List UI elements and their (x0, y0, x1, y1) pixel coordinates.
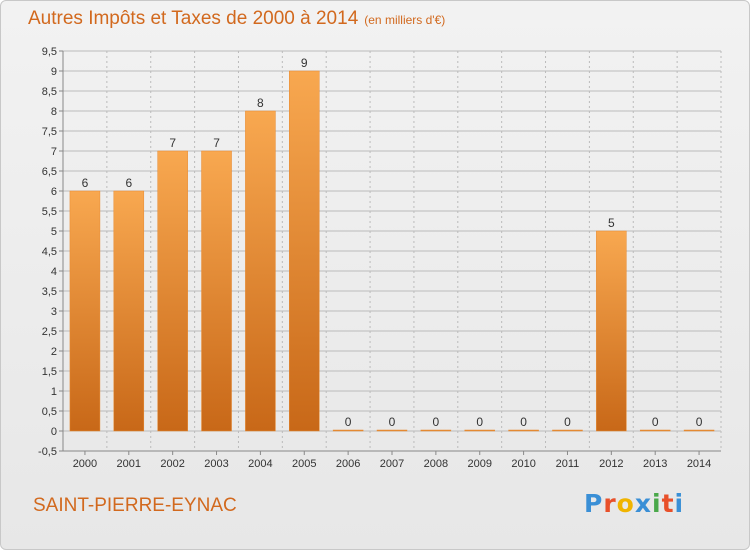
bar-2005 (289, 70, 320, 432)
data-label-2014: 0 (696, 415, 703, 429)
bar-2007 (376, 429, 408, 432)
logo-letter: t (661, 489, 675, 518)
y-tick-label: 4 (51, 266, 57, 278)
x-tick-label-2010: 2010 (511, 458, 535, 470)
bar-2008 (420, 429, 452, 432)
bar-2004 (245, 110, 276, 432)
y-tick-label: 0,5 (42, 406, 57, 418)
bar-2010 (508, 429, 539, 432)
bar-2012 (596, 230, 627, 432)
y-tick-label: -0,5 (38, 446, 57, 458)
x-tick-label-2004: 2004 (248, 458, 272, 470)
y-tick-label: 7 (51, 146, 57, 158)
bar-2013 (639, 429, 671, 432)
y-tick-label: 7,5 (42, 126, 57, 138)
x-tick-label-2002: 2002 (160, 458, 184, 470)
logo-letter: o (616, 489, 635, 518)
logo-letter: i (652, 489, 662, 518)
y-tick-label: 9,5 (42, 46, 57, 58)
y-tick-label: 2,5 (42, 326, 57, 338)
bar-2003 (201, 150, 232, 432)
y-tick-label: 3,5 (42, 286, 57, 298)
chart-title: Autres Impôts et Taxes de 2000 à 2014 (en… (28, 8, 445, 30)
y-tick-label: 5 (51, 226, 57, 238)
y-tick-label: 2 (51, 346, 57, 358)
commune-name: SAINT-PIERRE-EYNAC (33, 495, 237, 516)
y-tick-label: 6 (51, 186, 57, 198)
y-tick-label: 3 (51, 306, 57, 318)
y-tick-label: 8,5 (42, 86, 57, 98)
data-label-2006: 0 (345, 415, 352, 429)
x-tick-label-2009: 2009 (467, 458, 491, 470)
data-label-2008: 0 (433, 415, 440, 429)
data-label-2010: 0 (520, 415, 527, 429)
bar-2002 (157, 150, 188, 432)
bar-2001 (113, 190, 145, 432)
bar-2014 (683, 429, 715, 432)
data-label-2009: 0 (476, 415, 483, 429)
data-label-2013: 0 (652, 415, 659, 429)
y-tick-label: 8 (51, 106, 57, 118)
unit-note: (en milliers d'€) (364, 13, 446, 27)
data-label-2005: 9 (301, 56, 308, 70)
x-tick-label-2000: 2000 (73, 458, 97, 470)
data-label-2002: 7 (169, 136, 176, 150)
proxiti-logo: Proxiti (584, 489, 684, 518)
x-tick-label-2005: 2005 (292, 458, 316, 470)
logo-letter: i (674, 489, 685, 518)
axis-layer: -0,5 0 0,5 1 1,5 2 2,5 3 3,5 4 4,5 5 5,5 6 6,5 7 7,5 8 8,5… (38, 46, 721, 470)
bar-2000 (69, 190, 101, 432)
y-tick-label: 0 (51, 426, 57, 438)
bar-2009 (464, 429, 495, 432)
x-tick-label-2006: 2006 (336, 458, 360, 470)
x-tick-label-2003: 2003 (204, 458, 228, 470)
data-label-2003: 7 (213, 136, 220, 150)
logo-letter: P (584, 489, 604, 518)
logo-letter: r (603, 489, 617, 518)
y-tick-label: 4,5 (42, 246, 57, 258)
x-tick-label-2008: 2008 (424, 458, 448, 470)
x-tick-label-2007: 2007 (380, 458, 404, 470)
data-label-2007: 0 (389, 415, 396, 429)
y-tick-label: 1,5 (42, 366, 57, 378)
data-label-2004: 8 (257, 96, 264, 110)
x-tick-label-2014: 2014 (687, 458, 711, 470)
logo-letter: x (634, 489, 652, 518)
y-tick-label: 5,5 (42, 206, 57, 218)
x-tick-label-2011: 2011 (556, 458, 580, 470)
data-label-2001: 6 (125, 176, 132, 190)
y-tick-label: 9 (51, 66, 57, 78)
data-label-2012: 5 (608, 216, 615, 230)
x-tick-label-2001: 2001 (117, 458, 141, 470)
bar-2006 (332, 429, 364, 432)
label-layer: 6 6 7 7 8 9 0 0 0 0 0 0 5 0 0 (82, 56, 703, 429)
x-tick-label-2013: 2013 (643, 458, 667, 470)
bar-2011 (552, 429, 583, 432)
y-tick-label: 1 (51, 386, 57, 398)
x-tick-label-2012: 2012 (599, 458, 623, 470)
title-text: Autres Impôts et Taxes de 2000 à 2014 (28, 8, 359, 29)
y-tick-label: 6,5 (42, 166, 57, 178)
data-label-2011: 0 (564, 415, 571, 429)
data-label-2000: 6 (82, 176, 89, 190)
bar-layer (69, 70, 715, 432)
